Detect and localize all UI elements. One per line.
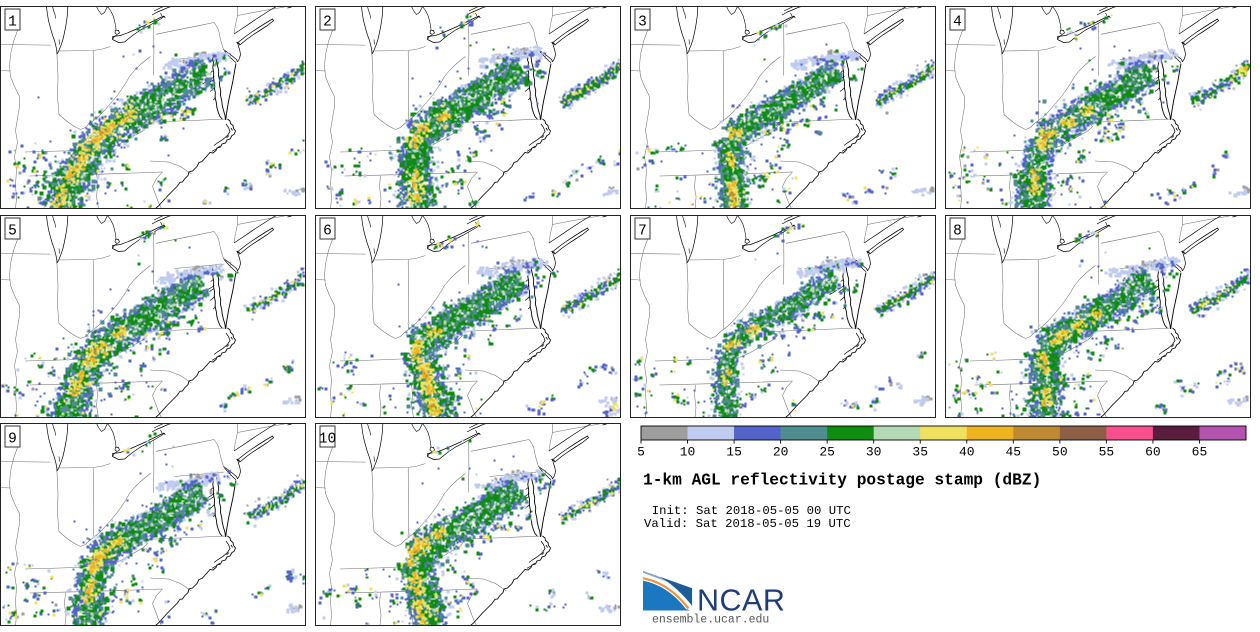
svg-text:35: 35 [912,445,928,460]
svg-text:1-km AGL reflectivity postage: 1-km AGL reflectivity postage stamp (dBZ… [643,472,1041,490]
svg-text:30: 30 [866,445,882,460]
svg-text:50: 50 [1052,445,1068,460]
svg-text:10: 10 [680,445,696,460]
svg-text:Valid: Sat 2018-05-05 19 UTC: Valid: Sat 2018-05-05 19 UTC [644,517,851,531]
svg-text:7: 7 [638,223,647,239]
svg-text:6: 6 [323,223,332,239]
svg-text:25: 25 [819,445,835,460]
svg-text:8: 8 [953,223,962,239]
svg-text:55: 55 [1099,445,1115,460]
svg-text:60: 60 [1145,445,1161,460]
svg-text:45: 45 [1006,445,1022,460]
svg-text:40: 40 [959,445,975,460]
svg-text:5: 5 [637,445,645,460]
svg-text:3: 3 [638,14,647,30]
svg-text:4: 4 [953,14,962,30]
svg-text:NCAR: NCAR [697,584,785,618]
svg-text:10: 10 [319,431,336,447]
svg-text:Init: Sat 2018-05-05 00 UTC: Init: Sat 2018-05-05 00 UTC [652,504,851,518]
svg-text:1: 1 [8,14,17,30]
svg-text:15: 15 [726,445,742,460]
svg-text:9: 9 [8,431,17,447]
svg-text:20: 20 [773,445,789,460]
svg-text:ensemble.ucar.edu: ensemble.ucar.edu [652,614,769,627]
svg-text:65: 65 [1192,445,1208,460]
svg-text:5: 5 [8,223,17,239]
svg-text:2: 2 [323,14,332,30]
